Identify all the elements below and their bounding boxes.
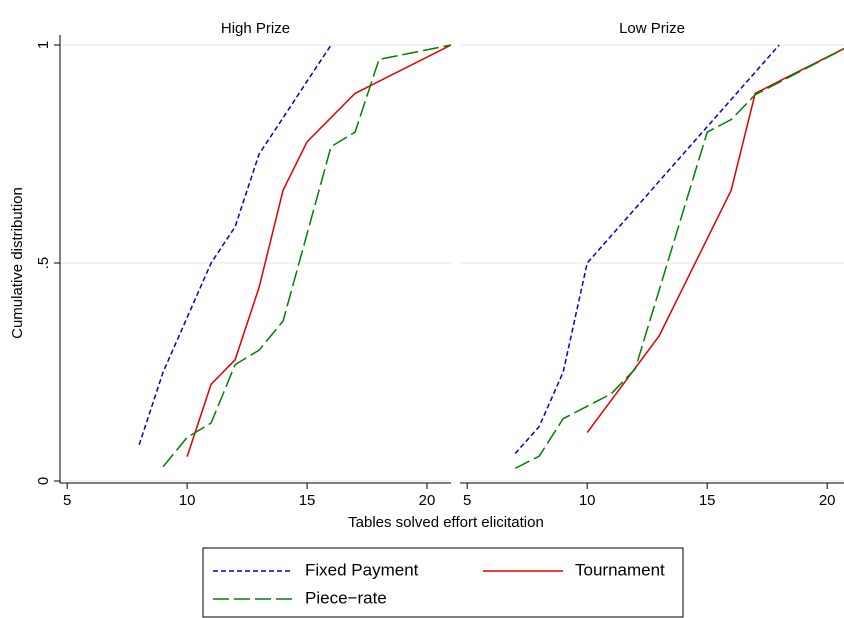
y-tick-label: 1	[35, 41, 52, 49]
series-line	[586, 47, 844, 434]
x-tick-label: 10	[579, 492, 596, 509]
legend-label: Fixed Payment	[305, 560, 419, 579]
legend-box	[202, 547, 684, 618]
legend-label: Tournament	[575, 560, 665, 579]
y-tick-label: .5	[35, 257, 52, 270]
x-axis-label: Tables solved effort elicitation	[348, 514, 544, 531]
x-tick-label: 20	[419, 492, 436, 509]
legend-label: Piece−rate	[305, 588, 387, 607]
series-line	[138, 44, 332, 446]
series-line	[514, 47, 844, 470]
x-tick-label: 10	[179, 492, 196, 509]
panel-title: High Prize	[221, 20, 290, 37]
y-axis-label: Cumulative distribution	[9, 187, 26, 339]
series-line	[186, 44, 451, 457]
x-tick-label: 20	[819, 492, 836, 509]
panel-title: Low Prize	[619, 20, 685, 37]
series-line	[514, 44, 780, 455]
series-line	[162, 44, 451, 468]
x-tick-label: 5	[463, 492, 471, 509]
x-tick-label: 15	[699, 492, 716, 509]
x-tick-label: 5	[63, 492, 71, 509]
y-tick-label: 0	[35, 477, 52, 485]
x-tick-label: 15	[299, 492, 316, 509]
